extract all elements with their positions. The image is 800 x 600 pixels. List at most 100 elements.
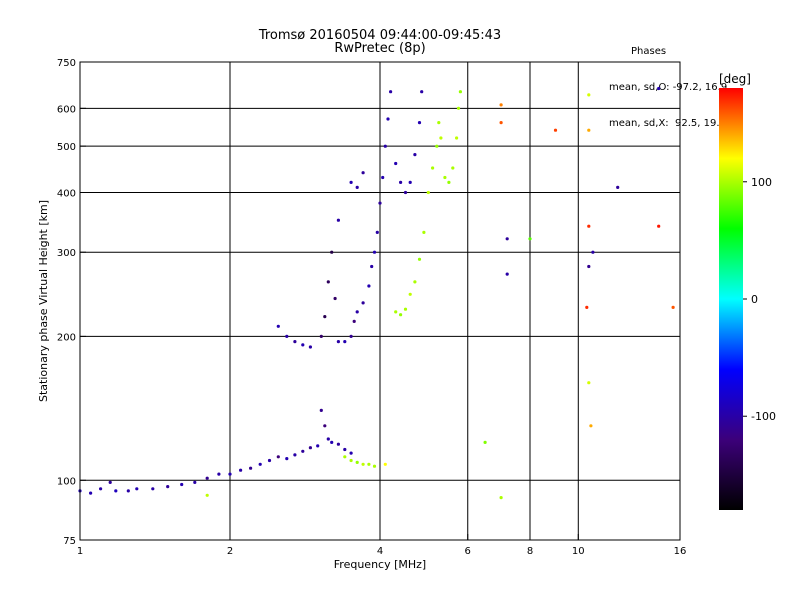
data-point-o	[108, 480, 112, 484]
data-point-o	[326, 437, 330, 441]
data-point-x	[585, 305, 589, 309]
data-point-o	[285, 457, 289, 461]
data-point-o	[378, 201, 382, 205]
data-point-o	[408, 180, 412, 184]
data-point-o	[126, 489, 130, 493]
data-point-o	[591, 250, 595, 254]
data-point-x	[361, 462, 365, 466]
data-point-x	[422, 230, 426, 234]
data-point-o	[301, 449, 305, 453]
data-point-x	[205, 493, 209, 497]
y-tick-label: 75	[63, 536, 76, 547]
phases-o-line: mean, sd,O: -97.2, 16.9	[609, 82, 728, 93]
y-tick-label: 200	[57, 332, 76, 343]
colorbar-tick-label: 0	[751, 293, 758, 306]
data-point-x	[553, 128, 558, 132]
data-point-o	[166, 485, 170, 489]
data-point-o	[239, 468, 243, 472]
y-tick-label: 300	[57, 248, 76, 259]
data-point-o	[205, 476, 209, 480]
data-point-o	[330, 440, 334, 444]
data-point-o	[258, 462, 262, 466]
colorbar-tick-label: -100	[751, 410, 776, 423]
data-point-o	[193, 480, 197, 484]
data-point-x	[367, 462, 371, 466]
data-point-o	[217, 472, 221, 476]
y-tick-label: 400	[57, 188, 76, 199]
y-tick-label: 750	[57, 58, 76, 69]
data-point-o	[587, 264, 591, 269]
data-point-o	[657, 86, 661, 91]
x-tick-label: 6	[465, 546, 471, 557]
data-point-o	[180, 482, 184, 487]
data-point-o	[276, 455, 280, 459]
x-tick-label: 4	[377, 546, 383, 557]
data-point-o	[336, 442, 340, 446]
data-point-o	[336, 218, 340, 222]
data-point-o	[375, 230, 379, 234]
axis-ticks: 1 2 4 6 8 10 16 75 100 200 300 400 500 600 750	[57, 58, 686, 557]
data-point-o	[394, 161, 398, 166]
data-point-x	[343, 455, 347, 459]
data-point-o	[267, 458, 272, 463]
data-point-o	[349, 451, 353, 455]
data-point-x	[587, 128, 591, 132]
data-point-o	[293, 340, 297, 344]
data-point-o	[228, 472, 232, 476]
data-point-x	[447, 180, 451, 184]
data-point-o	[349, 334, 353, 338]
data-point-o	[370, 264, 374, 269]
data-point-o	[301, 343, 305, 347]
data-point-x	[499, 121, 503, 125]
data-point-x	[455, 136, 459, 140]
data-point-x	[443, 175, 447, 180]
x-axis-label: Frequency [MHz]	[334, 558, 426, 571]
grid-lines	[80, 62, 680, 540]
y-tick-label: 500	[57, 142, 76, 153]
data-point-x	[413, 280, 417, 284]
data-point-o	[386, 117, 390, 121]
data-point-o	[505, 272, 509, 276]
data-point-o	[326, 280, 330, 284]
data-point-x	[372, 464, 377, 468]
data-point-o	[308, 345, 312, 349]
data-point-x	[456, 106, 461, 110]
data-point-o	[343, 340, 347, 344]
x-tick-label: 8	[527, 546, 533, 557]
data-point-o	[361, 301, 365, 305]
data-point-o	[381, 175, 385, 180]
data-point-o	[383, 144, 387, 148]
y-axis-label: Stationary phase Virtual Height [km]	[37, 200, 50, 402]
colorbar-ticks: 100 0 -100	[743, 176, 776, 423]
data-point-x	[435, 144, 439, 148]
data-point-o	[413, 153, 417, 157]
data-point-x	[587, 381, 591, 385]
data-point-o	[330, 250, 334, 254]
data-point-x	[426, 190, 430, 195]
data-point-o	[319, 334, 323, 338]
data-point-o	[323, 315, 327, 319]
data-point-o	[355, 310, 359, 314]
colorbar-label: [deg]	[719, 72, 751, 86]
data-points	[78, 86, 675, 500]
data-point-o	[285, 334, 289, 338]
data-point-o	[361, 171, 365, 175]
data-point-o	[151, 487, 155, 491]
data-point-x	[399, 313, 403, 317]
data-point-x	[417, 257, 422, 261]
data-point-x	[587, 224, 591, 228]
data-point-x	[439, 136, 443, 140]
data-point-o	[249, 466, 253, 470]
data-point-o	[399, 180, 403, 184]
data-point-o	[352, 319, 356, 323]
data-point-o	[420, 90, 424, 94]
data-point-o	[505, 237, 509, 241]
data-point-o	[417, 121, 422, 125]
data-point-o	[114, 489, 118, 493]
data-point-x	[499, 496, 503, 500]
data-point-o	[403, 190, 408, 195]
data-point-o	[308, 446, 312, 450]
chart-subtitle: RwPretec (8p)	[334, 41, 426, 56]
x-tick-label: 16	[674, 546, 687, 557]
